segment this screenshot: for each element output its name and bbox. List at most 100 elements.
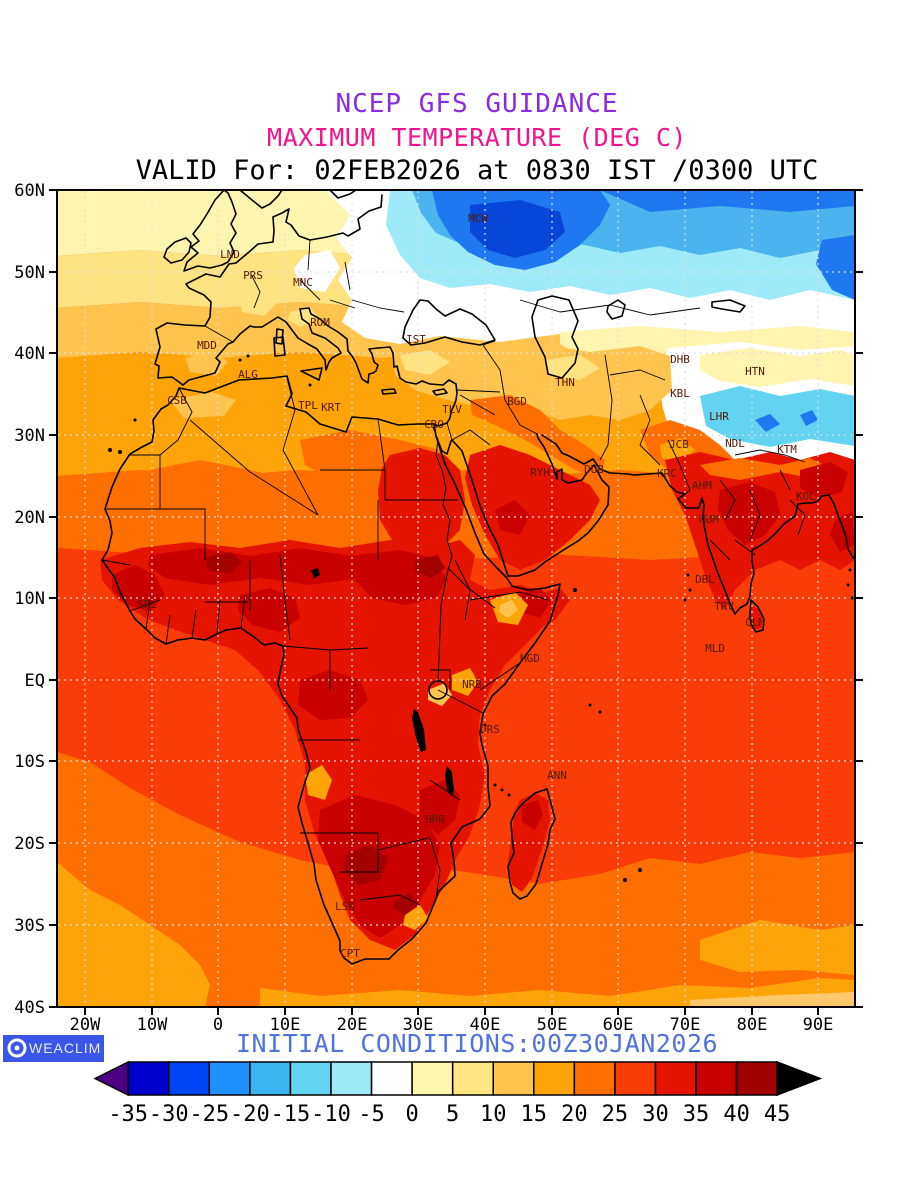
temperature-colorbar: -35 -30 -25 -20 -15 -10 -5 0 5 10 15 20 25 30 35 40 45 [93, 1060, 823, 1127]
city-label-htn: HTN [745, 365, 765, 378]
colorbar-cell [127, 1061, 170, 1096]
y-axis-label: 30S [14, 916, 45, 936]
colorbar-tick-label: 35 [683, 1102, 710, 1127]
x-axis-labels: 20W 10W 0 10E 20E 30E 40E 50E 60E 70E 80E 90E [70, 1015, 834, 1035]
x-axis-label: 90E [803, 1015, 834, 1035]
colorbar-tick-label: 45 [764, 1102, 791, 1127]
colorbar-tick-label: 0 [405, 1102, 418, 1127]
colorbar-cell [614, 1061, 657, 1096]
weaclim-badge: WEACLIM [3, 1035, 104, 1062]
x-axis-label: 10E [270, 1015, 301, 1035]
colorbar-tick-label: -15 [271, 1102, 311, 1127]
colorbar-cell [249, 1061, 292, 1096]
city-label-hrr: HRR [425, 813, 445, 826]
brand-name: WEACLIM [29, 1040, 101, 1056]
colorbar-tick-label: -20 [230, 1102, 270, 1127]
city-label-kbl: KBL [670, 387, 690, 400]
x-axis-label: 0 [213, 1015, 223, 1035]
city-label-ndl: NDL [725, 437, 745, 450]
city-label-drs: DRS [480, 723, 500, 736]
colorbar-cell [735, 1061, 778, 1096]
city-label-lhr: LHR [709, 410, 729, 423]
city-label-lnd: LND [220, 248, 240, 261]
y-axis-label: 50N [14, 263, 45, 283]
colorbar-tick-label: 20 [561, 1102, 588, 1127]
coastlines [101, 190, 855, 965]
city-label-bgd: BGD [507, 395, 527, 408]
colorbar-cell [654, 1061, 697, 1096]
colorbar-tick-label: 25 [602, 1102, 629, 1127]
city-label-dhb: DHB [670, 353, 690, 366]
city-label-dbl: DBL [695, 573, 715, 586]
city-label-ahm: AHM [692, 479, 712, 492]
city-label-clm: CLM [745, 616, 765, 629]
colorbar-cell [168, 1061, 211, 1096]
city-label-dub: DUB [584, 463, 604, 476]
colorbar-tick-label: -10 [311, 1102, 351, 1127]
page-subtitle: MAXIMUM TEMPERATURE (DEG C) [267, 123, 687, 152]
colorbar-tick-label: 15 [521, 1102, 548, 1127]
y-axis-labels: 60N 50N 40N 30N 20N 10N EQ 10S 20S 30S 40S [14, 181, 45, 1018]
city-label-srl: SRL [137, 598, 157, 611]
city-label-mgd: MGD [520, 652, 540, 665]
axis-ticks [49, 189, 863, 1015]
city-label-csb: CSB [167, 394, 187, 407]
colorbar-tick-label: -30 [149, 1102, 189, 1127]
x-axis-label: 30E [403, 1015, 434, 1035]
colorbar-cell [573, 1061, 616, 1096]
x-axis-label: 50E [537, 1015, 568, 1035]
weaclim-logo-icon [7, 1038, 27, 1058]
page-title: NCEP GFS GUIDANCE [335, 89, 618, 119]
city-label-ann: ANN [547, 769, 567, 782]
city-label-nrb: NRB [462, 678, 482, 691]
y-axis-label: 10S [14, 752, 45, 772]
colorbar-tick-label: -25 [189, 1102, 229, 1127]
temperature-field [57, 190, 855, 1007]
colorbar-tick-label: -35 [108, 1102, 148, 1127]
colorbar-cell [695, 1061, 738, 1096]
x-axis-label: 40E [470, 1015, 501, 1035]
city-label-mcw: MCW [468, 212, 488, 225]
city-label-mld: MLD [705, 642, 725, 655]
city-label-ktm: KTM [777, 443, 797, 456]
valid-time-label: VALID For: 02FEB2026 at 0830 IST /0300 U… [136, 155, 819, 186]
colorbar-cell [411, 1061, 454, 1096]
city-label-rom: ROM [310, 316, 330, 329]
colorbar-cell [289, 1061, 332, 1096]
y-axis-label: 20N [14, 508, 45, 528]
colorbar-tick-label: 10 [480, 1102, 507, 1127]
colorbar-tick-label: -5 [358, 1102, 385, 1127]
y-axis-label: 60N [14, 181, 45, 201]
city-label-prs: PRS [243, 269, 263, 282]
city-label-thn: THN [555, 376, 575, 389]
x-axis-label: 80E [737, 1015, 768, 1035]
x-axis-label: 60E [603, 1015, 634, 1035]
city-label-krc: KRC [657, 467, 677, 480]
colorbar-tick-label: 5 [446, 1102, 459, 1127]
y-axis-label: EQ [25, 671, 45, 691]
colorbar-cell [208, 1061, 251, 1096]
x-axis-label: 10W [137, 1015, 168, 1035]
city-label-jcb: JCB [669, 438, 689, 451]
initial-conditions-label: INITIAL CONDITIONS:00Z30JAN2026 [236, 1029, 718, 1058]
colorbar-tick-label: 30 [642, 1102, 669, 1127]
city-label-kol: KOL [796, 490, 816, 503]
city-label-cro: CRO [424, 418, 444, 431]
city-label-trv: TRV [714, 600, 734, 613]
colorbar-cell [492, 1061, 535, 1096]
city-label-tpl: TPL [298, 399, 318, 412]
city-label-ist: IST [406, 333, 426, 346]
colorbar-cell [533, 1061, 576, 1096]
y-axis-label: 20S [14, 834, 45, 854]
city-label-lsk: LSK [335, 900, 355, 913]
colorbar-cell [451, 1061, 494, 1096]
city-label-cpt: CPT [340, 947, 360, 960]
weaclim-logo-dot-icon [14, 1045, 20, 1051]
colorbar-cell [330, 1061, 373, 1096]
x-axis-label: 20W [70, 1015, 101, 1035]
colorbar-cell [370, 1061, 413, 1096]
y-axis-label: 40S [14, 998, 45, 1018]
colorbar-tick-label: 40 [723, 1102, 750, 1127]
